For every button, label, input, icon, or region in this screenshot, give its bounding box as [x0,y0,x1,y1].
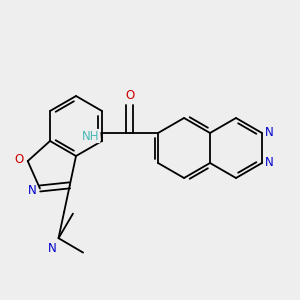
Text: NH: NH [82,130,100,142]
Text: N: N [265,157,273,169]
Text: N: N [265,127,273,140]
Text: O: O [14,153,23,166]
Text: N: N [28,184,36,197]
Text: N: N [48,242,57,255]
Text: O: O [125,89,134,102]
